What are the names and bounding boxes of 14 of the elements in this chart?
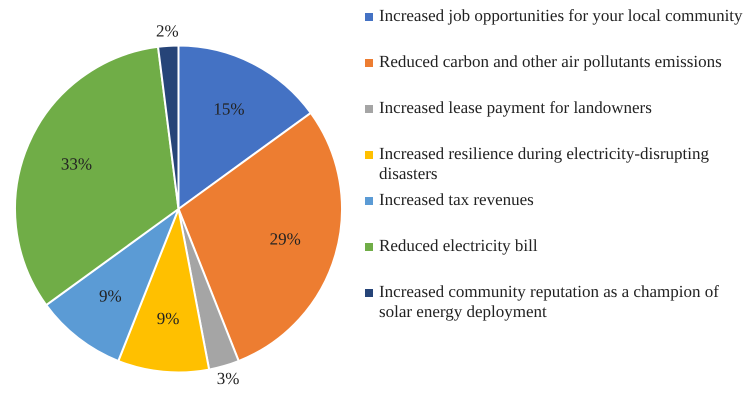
legend-label: Increased tax revenues (379, 190, 534, 210)
data-label: 29% (270, 229, 301, 248)
legend-label: Increased community reputation as a champion of solar energy deployment (379, 282, 720, 322)
legend-label: Increased lease payment for landowners (379, 98, 652, 118)
legend-label: Reduced electricity bill (379, 236, 538, 256)
data-label: 3% (216, 368, 240, 388)
data-label: 15% (213, 99, 245, 118)
data-label: 33% (60, 154, 92, 174)
data-label: 9% (99, 286, 122, 306)
legend-label: Increased resilience during electricity-disrupting disasters (379, 144, 710, 184)
data-label: 2% (156, 21, 179, 40)
legend-label: Reduced carbon and other air pollutants emissions (379, 52, 722, 72)
legend-label: Increased job opportunities for your local community (379, 6, 743, 26)
data-label: 9% (156, 309, 180, 328)
